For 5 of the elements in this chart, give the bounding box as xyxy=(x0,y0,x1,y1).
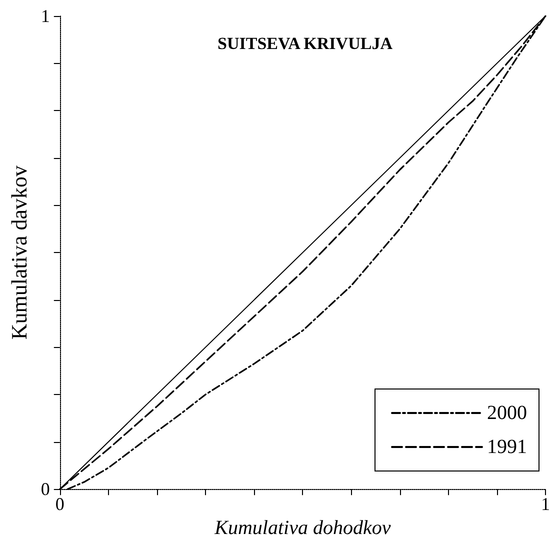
text: SUITSEVA KRIVULJA xyxy=(218,34,394,53)
legend-label: 2000 xyxy=(487,402,527,424)
legend-label: 1991 xyxy=(487,436,527,458)
y-axis-title: Kumulativa davkov xyxy=(6,165,32,340)
x-axis-title: Kumulativa dohodkov xyxy=(214,517,391,539)
